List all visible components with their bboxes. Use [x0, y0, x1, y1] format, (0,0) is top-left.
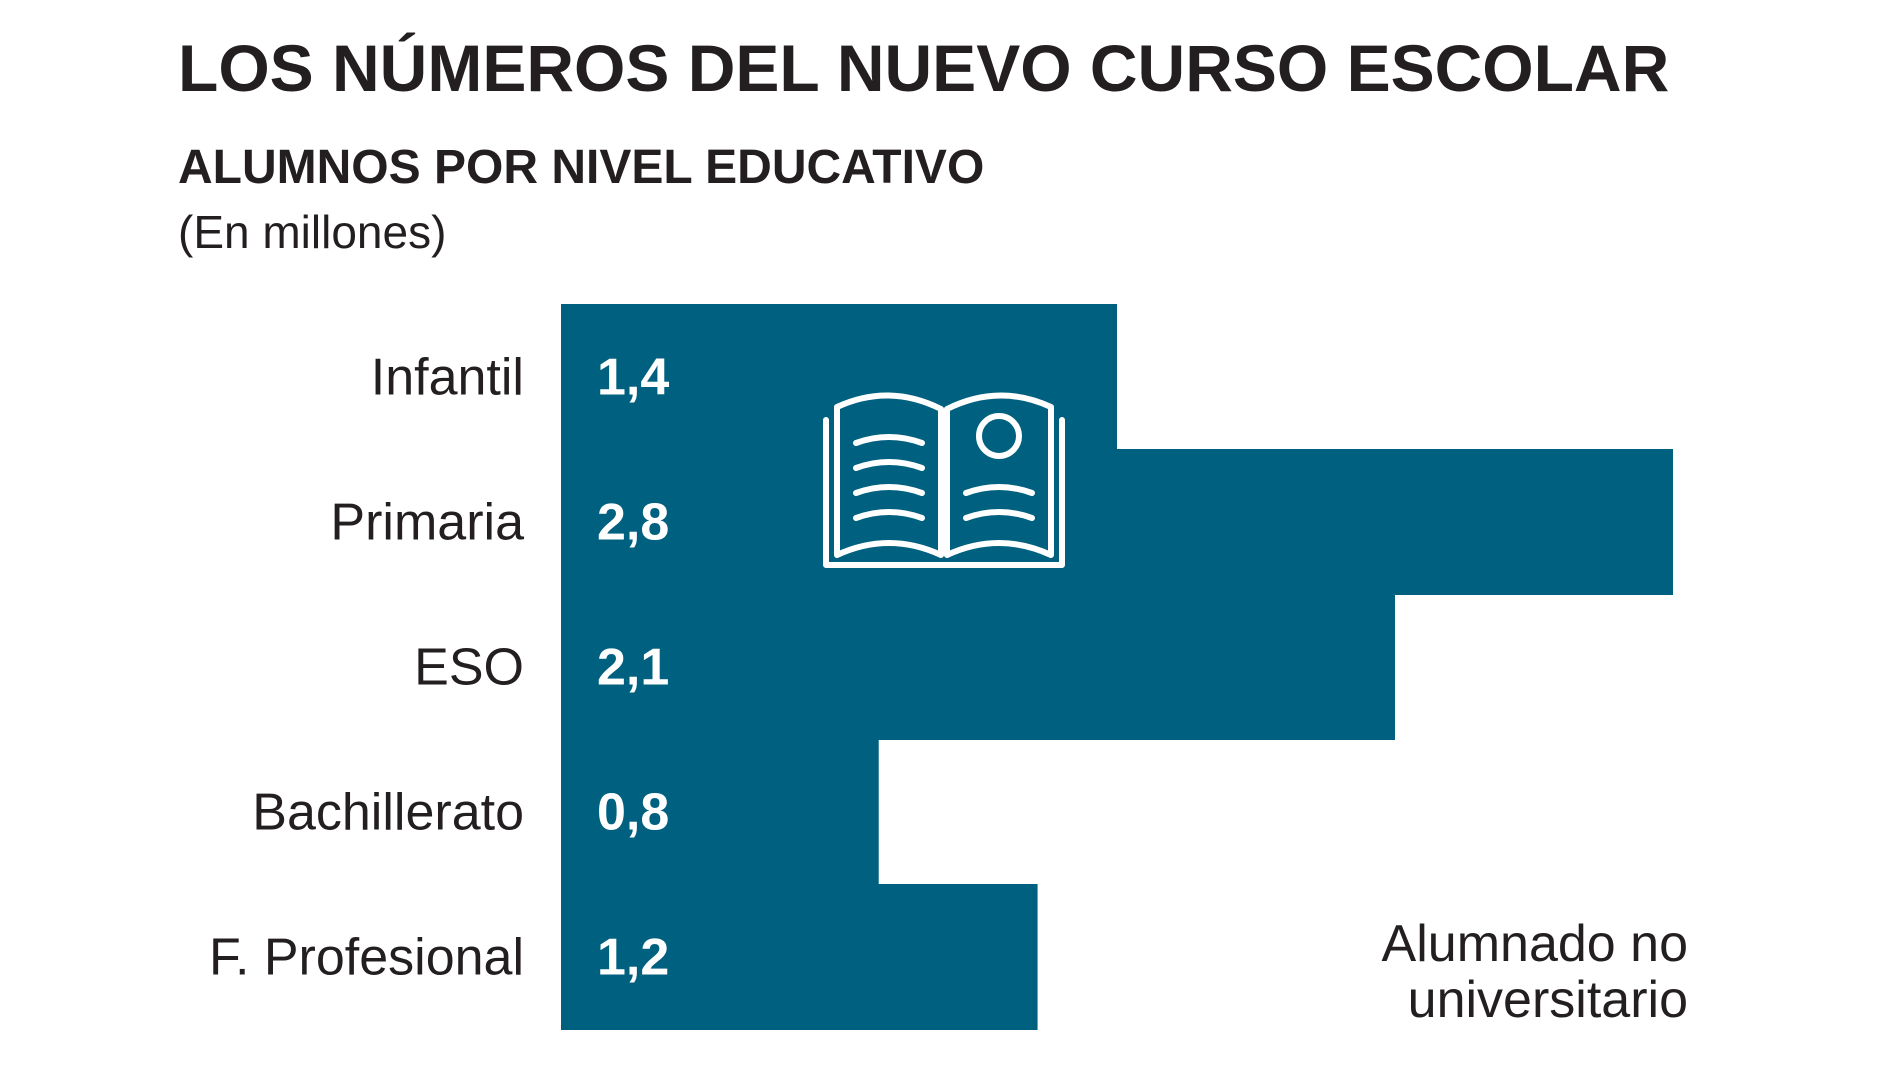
value-labels: 1,4 2,8 2,1 0,8 1,2 — [597, 349, 669, 987]
category-labels: Infantil Primaria ESO Bachillerato F. Profes… — [209, 349, 524, 987]
category-label: Bachillerato — [252, 784, 524, 842]
bar-f-profesional — [561, 884, 1038, 1030]
bar-primaria — [561, 449, 1673, 595]
page-title: LOS NÚMEROS DEL NUEVO CURSO ESCOLAR — [178, 31, 1670, 105]
category-label: F. Profesional — [209, 929, 524, 987]
category-label: Primaria — [330, 494, 524, 552]
bars-group — [561, 304, 1673, 1030]
note-line-1: Alumnado no — [1381, 915, 1688, 973]
bar-bachillerato — [561, 739, 879, 885]
value-label: 2,1 — [597, 639, 669, 697]
chart-unit: (En millones) — [178, 206, 447, 258]
note-line-2: universitario — [1407, 971, 1688, 1029]
note-text: Alumnado no universitario — [1382, 916, 1688, 1028]
category-label: Infantil — [371, 349, 524, 407]
open-book-icon — [823, 392, 1065, 568]
value-label: 0,8 — [597, 784, 669, 842]
chart-subtitle: ALUMNOS POR NIVEL EDUCATIVO — [178, 141, 985, 194]
bar-eso — [561, 594, 1395, 740]
value-label: 2,8 — [597, 494, 669, 552]
value-label: 1,4 — [597, 349, 669, 407]
category-label: ESO — [414, 639, 524, 697]
value-label: 1,2 — [597, 929, 669, 987]
